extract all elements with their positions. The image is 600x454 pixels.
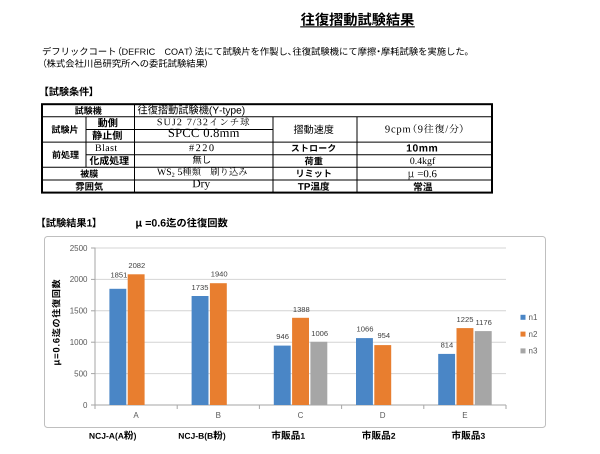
svg-text:A: A — [133, 411, 139, 420]
svg-text:946: 946 — [276, 332, 289, 341]
svg-text:n2: n2 — [529, 330, 538, 339]
svg-text:1225: 1225 — [457, 315, 474, 324]
svg-text:1000: 1000 — [70, 338, 88, 347]
svg-text:0: 0 — [83, 401, 88, 410]
svg-text:954: 954 — [377, 331, 390, 340]
svg-text:C: C — [298, 411, 304, 420]
svg-text:2082: 2082 — [128, 261, 145, 270]
svg-text:2500: 2500 — [70, 244, 88, 253]
svg-text:1940: 1940 — [211, 270, 228, 279]
svg-text:1851: 1851 — [110, 271, 127, 280]
svg-text:B: B — [216, 411, 221, 420]
svg-text:D: D — [380, 411, 386, 420]
svg-text:1176: 1176 — [476, 318, 492, 327]
svg-text:1066: 1066 — [357, 325, 374, 334]
svg-text:814: 814 — [441, 341, 454, 350]
svg-text:2000: 2000 — [70, 275, 88, 284]
svg-text:1735: 1735 — [192, 283, 209, 292]
svg-text:n3: n3 — [529, 347, 538, 356]
svg-text:1006: 1006 — [311, 329, 328, 338]
svg-text:E: E — [462, 411, 467, 420]
svg-text:n1: n1 — [529, 313, 538, 322]
svg-text:1500: 1500 — [70, 307, 88, 316]
svg-text:1388: 1388 — [293, 305, 310, 314]
svg-text:500: 500 — [74, 369, 88, 378]
